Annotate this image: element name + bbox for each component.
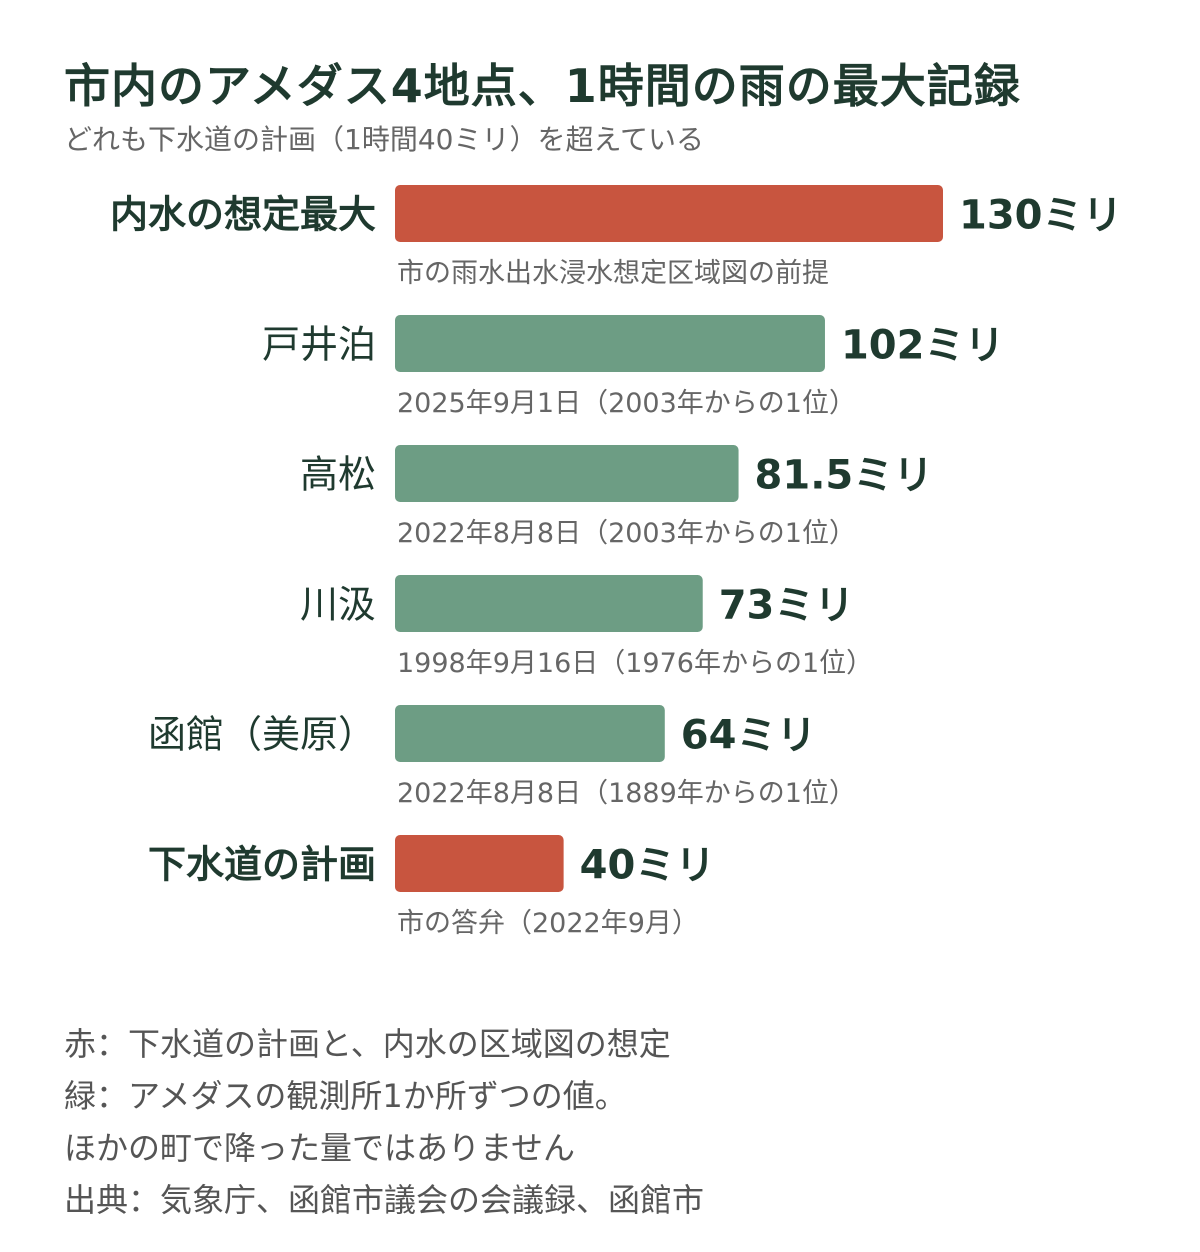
footnote-line: 出典：気象庁、函館市議会の会議録、函館市 <box>64 1181 705 1219</box>
value-label: 64ミリ <box>681 713 817 759</box>
value-label: 40ミリ <box>580 843 716 889</box>
category-label: 函館（美原） <box>148 713 376 757</box>
category-label: 下水道の計画 <box>148 843 376 887</box>
category-label: 川汲 <box>300 583 376 627</box>
bar <box>395 185 943 242</box>
bar-note: 2022年8月8日（1889年からの1位） <box>397 778 856 809</box>
bar-note: 市の雨水出水浸水想定区域図の前提 <box>397 258 829 289</box>
bar-note: 2022年8月8日（2003年からの1位） <box>397 518 856 549</box>
value-label: 81.5ミリ <box>755 453 934 499</box>
footnote-line: 赤：下水道の計画と、内水の区域図の想定 <box>64 1025 671 1063</box>
bar-note: 市の答弁（2022年9月） <box>397 908 699 939</box>
chart-title: 市内のアメダス4地点、1時間の雨の最大記録 <box>64 59 1021 113</box>
category-label: 戸井泊 <box>262 323 376 367</box>
bar <box>395 575 703 632</box>
value-label: 73ミリ <box>719 583 855 629</box>
bar <box>395 315 825 372</box>
bar <box>395 835 564 892</box>
category-label: 内水の想定最大 <box>110 193 376 237</box>
value-label: 102ミリ <box>841 323 1005 369</box>
category-label: 高松 <box>300 453 376 497</box>
bar <box>395 445 739 502</box>
bar-note: 1998年9月16日（1976年からの1位） <box>397 648 873 679</box>
bar <box>395 705 665 762</box>
footnote-line: ほかの町で降った量ではありません <box>64 1129 576 1167</box>
chart-footnotes: 赤：下水道の計画と、内水の区域図の想定 緑：アメダスの観測所1か所ずつの値。 ほ… <box>64 1018 704 1226</box>
footnote-line: 緑：アメダスの観測所1か所ずつの値。 <box>64 1077 627 1115</box>
value-label: 130ミリ <box>959 193 1123 239</box>
bar-note: 2025年9月1日（2003年からの1位） <box>397 388 856 419</box>
chart-subtitle: どれも下水道の計画（1時間40ミリ）を超えている <box>64 123 705 156</box>
